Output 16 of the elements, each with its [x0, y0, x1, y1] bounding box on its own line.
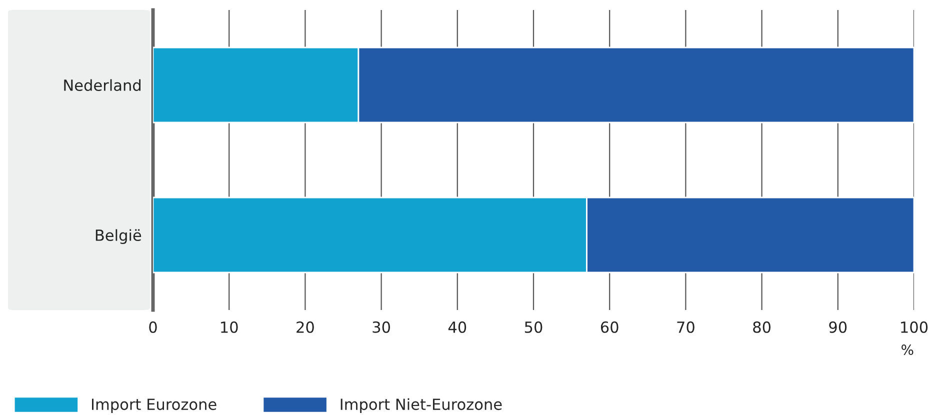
- y-tick-label: Nederland: [64, 79, 140, 92]
- x-tick-label: 10: [221, 321, 238, 333]
- x-axis-title: %: [902, 344, 914, 355]
- x-tick-label: 50: [524, 321, 542, 333]
- x-tick-label: 70: [677, 321, 694, 333]
- x-tick-label: 40: [448, 321, 466, 333]
- x-tick-label: 30: [372, 321, 390, 333]
- x-tick-label: 80: [753, 321, 771, 333]
- x-tick-label: 100: [901, 321, 928, 333]
- x-tick-label: 90: [829, 321, 847, 333]
- x-tick-label: 0: [149, 321, 157, 333]
- legend-label: Import Niet-Eurozone: [340, 398, 502, 414]
- x-tick-label: 20: [296, 321, 314, 333]
- y-tick-label: België: [96, 229, 142, 244]
- legend-label: Import Eurozone: [92, 398, 216, 414]
- x-tick-label: 60: [600, 321, 618, 333]
